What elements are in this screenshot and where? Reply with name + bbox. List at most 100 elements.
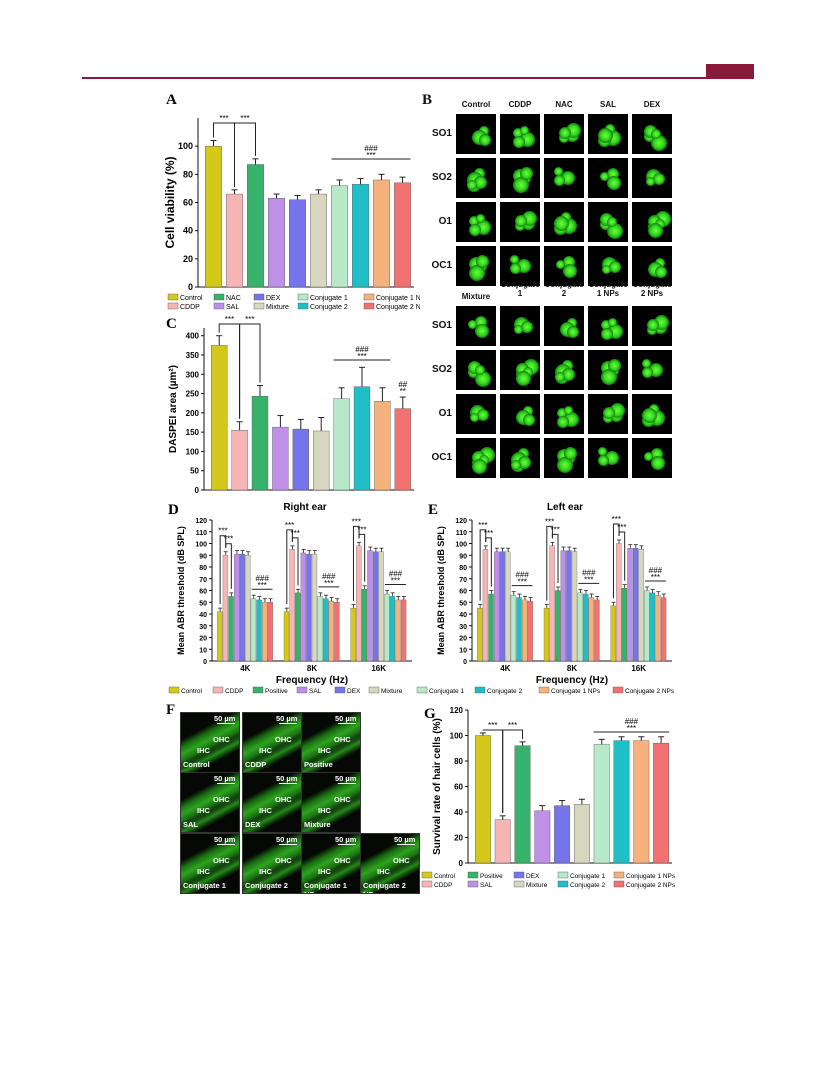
bar-sal: [493, 551, 500, 662]
bar-dex: [306, 553, 312, 662]
legend-label: Conjugate 2 NPs: [626, 882, 676, 889]
significance-label: ###: [322, 572, 336, 581]
significance-bracket: [618, 531, 626, 581]
significance-bracket: [546, 525, 553, 601]
ohc-label: OHC: [213, 856, 230, 865]
panel-e-y-tick-label: 40: [459, 612, 467, 619]
fluorescence-image: 50 µm OHC IHC Positive: [301, 712, 361, 773]
panel-e-y-label: Mean ABR threshold (dB SPL): [436, 526, 446, 655]
bar-cddp: [549, 545, 555, 662]
bar-conjugate-1: [333, 398, 350, 491]
bar-conjugate-1-nps: [655, 595, 661, 662]
ohc-label: OHC: [334, 856, 351, 865]
panel-c-label: C: [166, 316, 177, 332]
bar-conjugate-1: [644, 590, 650, 662]
bar-conjugate-1: [593, 744, 610, 864]
bar-positive: [514, 745, 531, 864]
panel-f-label: F: [166, 702, 176, 718]
ohc-label: OHC: [275, 795, 292, 804]
panel-d-y-tick-label: 120: [195, 518, 207, 525]
bar-conjugate-1-nps: [373, 179, 390, 288]
panel-d-y-tick-label: 80: [199, 565, 207, 572]
bar-conjugate-2-nps: [400, 599, 407, 662]
micrograph-image: [544, 202, 584, 242]
micrograph-image: [456, 394, 496, 434]
significance-bracket: [239, 323, 261, 419]
panel-a-y-tick-label: 0: [188, 282, 193, 292]
bar-cddp: [231, 430, 248, 491]
significance-label: ###: [355, 345, 369, 354]
micrograph-column-header: Control: [461, 100, 491, 109]
bar-dex: [289, 199, 306, 288]
panel-c-y-tick-label: 50: [190, 467, 199, 476]
significance-label: ###: [255, 574, 269, 583]
legend-label: Control: [434, 873, 456, 880]
micrograph-row-label: OC1: [431, 260, 452, 271]
panel-g-y-tick-label: 20: [454, 834, 463, 843]
micrograph-image: [456, 246, 496, 286]
panel-d-y-tick-label: 10: [199, 647, 207, 654]
x-tick-label: 8K: [567, 664, 577, 673]
significance-bracket: [485, 537, 492, 587]
bar-conjugate-1-nps: [328, 600, 334, 662]
significance-bracket: [612, 523, 620, 599]
bar-dex: [499, 551, 505, 662]
bar-dex: [292, 428, 309, 491]
micrograph-image: [632, 202, 672, 242]
legend-swatch: [252, 686, 264, 694]
legend-swatch: [167, 293, 179, 301]
bar-dex: [554, 805, 571, 864]
bar-conjugate-1: [250, 598, 257, 662]
micrograph-image: [500, 158, 540, 198]
micrograph-image: [500, 114, 540, 154]
panel-g-y-tick-label: 120: [450, 706, 464, 715]
ihc-label: IHC: [318, 806, 331, 815]
legend-swatch: [296, 686, 308, 694]
micrograph-image: [588, 246, 628, 286]
micrograph-column-header: Conjugate 1 NPs: [588, 280, 628, 298]
scale-bar-label: 50 µm: [335, 835, 357, 844]
ihc-label: IHC: [318, 867, 331, 876]
bar-conjugate-2: [613, 740, 630, 864]
bar-control: [610, 605, 616, 662]
panel-e-y-tick-label: 20: [459, 636, 467, 643]
fluorescence-image: 50 µm OHC IHC SAL: [180, 772, 240, 833]
legend-swatch: [363, 302, 375, 310]
bar-conjugate-2-nps: [527, 600, 533, 662]
panel-d-y-tick-label: 50: [199, 600, 207, 607]
significance-label: ***: [224, 535, 233, 544]
panel-g-chart: G 0 20 40 60 80 100 120 Survival rate of hair ce…: [421, 706, 676, 889]
legend-swatch: [421, 880, 433, 888]
legend-label: Conjugate 1: [570, 873, 605, 880]
bar-dex: [566, 550, 572, 662]
panel-e-y-tick-label: 30: [459, 624, 467, 631]
fluorescence-panel-label: SAL: [183, 820, 198, 829]
bar-nac: [251, 396, 269, 491]
bar-conjugate-2: [352, 183, 369, 288]
legend-swatch: [416, 686, 428, 694]
bar-control: [283, 611, 290, 662]
legend-label: Mixture: [266, 304, 289, 311]
significance-label: ***: [488, 721, 497, 730]
ohc-label: OHC: [393, 856, 410, 865]
ihc-label: IHC: [318, 746, 331, 755]
micrograph-image: [456, 114, 496, 154]
bar-mixture: [638, 549, 644, 662]
legend-swatch: [467, 880, 479, 888]
panel-e-y-tick-label: 110: [456, 530, 467, 537]
panel-g-y-label: Survival rate of hair cells (%): [432, 718, 443, 855]
ohc-label: OHC: [275, 856, 292, 865]
legend-swatch: [212, 686, 224, 694]
significance-label: ***: [612, 515, 621, 524]
header-accent-block: [706, 64, 754, 78]
panel-e-label: E: [428, 502, 438, 518]
panel-c-y-tick-label: 200: [186, 409, 200, 418]
legend-swatch: [613, 871, 625, 879]
significance-label: ***: [245, 315, 254, 324]
legend-label: Mixture: [526, 882, 548, 889]
micrograph-image: [500, 438, 540, 478]
abr-legend: Control CDDP Positive SAL DEX Mixture Conjugat…: [168, 686, 675, 695]
bar-positive: [295, 592, 301, 662]
significance-bracket: [502, 729, 523, 813]
chart-title: Left ear: [547, 502, 583, 513]
